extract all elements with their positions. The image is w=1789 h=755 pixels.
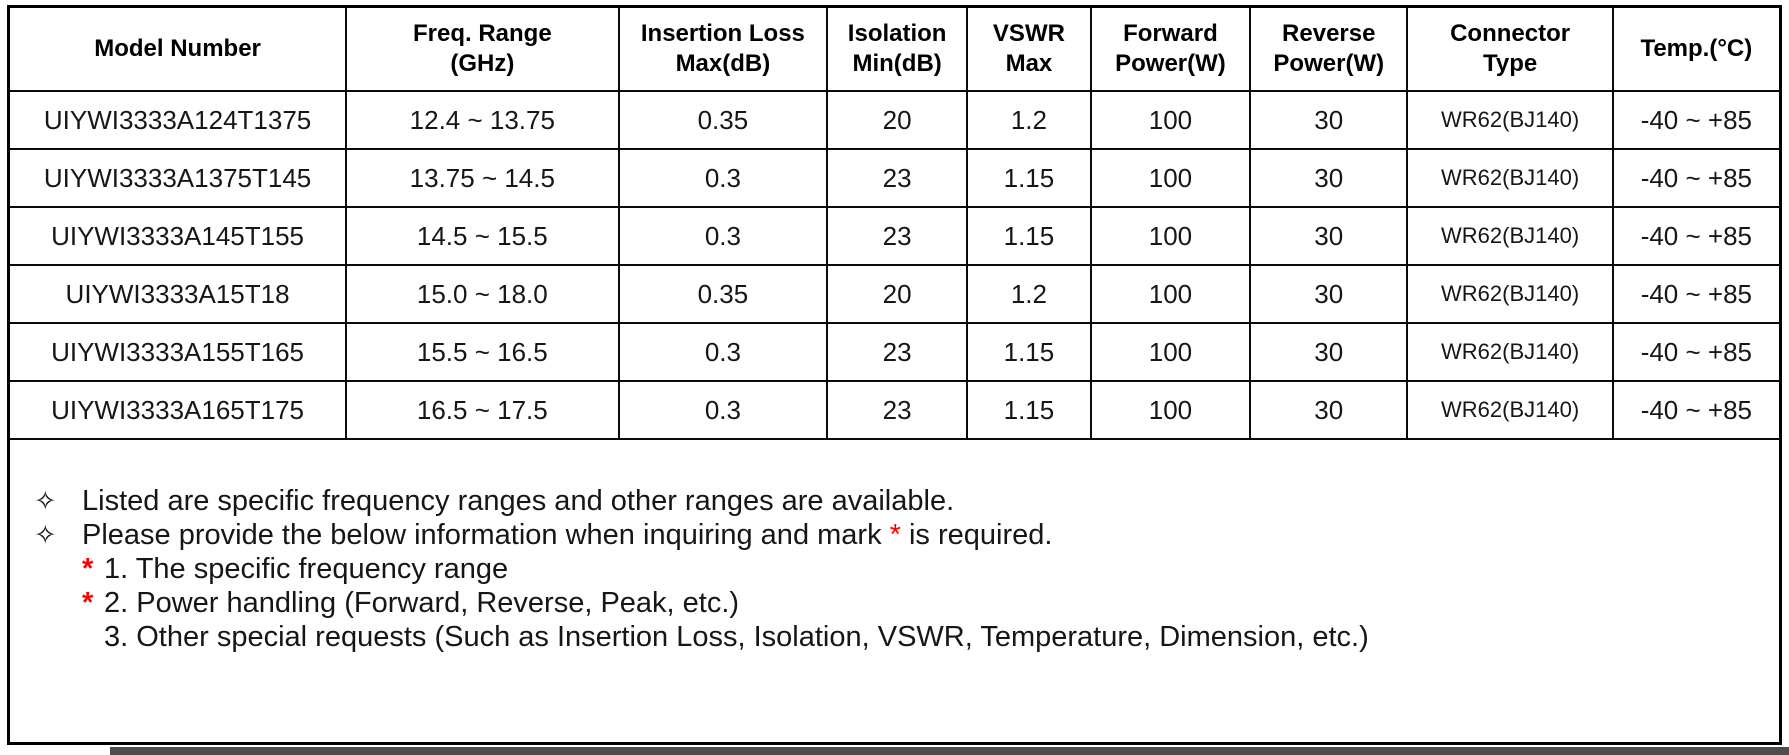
required-asterisk: * — [82, 587, 94, 619]
col-header-isolation: Isolation Min(dB) — [826, 8, 969, 92]
cell-connector-type: WR62(BJ140) — [1406, 264, 1614, 324]
cell-reverse-power: 30 — [1249, 322, 1409, 382]
cell-model-number: UIYWI3333A155T165 — [10, 322, 348, 382]
col-header-insertion-loss: Insertion Loss Max(dB) — [617, 8, 829, 92]
cell-reverse-power: 30 — [1249, 206, 1409, 266]
cell-model-number: UIYWI3333A124T1375 — [10, 90, 348, 150]
table-row: UIYWI3333A155T165 15.5 ~ 16.5 0.3 23 1.1… — [10, 322, 1779, 382]
note-text-suffix: is required. — [900, 519, 1053, 551]
col-header-reverse-power: Reverse Power(W) — [1249, 8, 1409, 92]
cell-forward-power: 100 — [1089, 264, 1252, 324]
note-sub-item-text: 2. Power handling (Forward, Reverse, Pea… — [104, 587, 740, 619]
cell-isolation: 23 — [826, 206, 969, 266]
cell-vswr: 1.15 — [966, 322, 1092, 382]
cell-insertion-loss: 0.3 — [617, 322, 829, 382]
cell-forward-power: 100 — [1089, 380, 1252, 440]
col-header-connector-type: Connector Type — [1406, 8, 1614, 92]
cell-vswr: 1.15 — [966, 148, 1092, 208]
cell-temp: -40 ~ +85 — [1611, 148, 1779, 208]
cell-vswr: 1.2 — [966, 90, 1092, 150]
cell-reverse-power: 30 — [1249, 264, 1409, 324]
cell-temp: -40 ~ +85 — [1611, 206, 1779, 266]
cell-freq-range: 16.5 ~ 17.5 — [345, 380, 620, 440]
col-header-freq-range: Freq. Range (GHz) — [345, 8, 620, 92]
cell-isolation: 20 — [826, 90, 969, 150]
cell-vswr: 1.15 — [966, 380, 1092, 440]
note-sub-item: * 1. The specific frequency range — [30, 552, 1769, 586]
cell-forward-power: 100 — [1089, 322, 1252, 382]
spec-sheet: Model Number Freq. Range (GHz) Insertion… — [7, 5, 1782, 745]
cell-isolation: 23 — [826, 380, 969, 440]
col-header-model-number: Model Number — [10, 8, 348, 92]
table-row: UIYWI3333A165T175 16.5 ~ 17.5 0.3 23 1.1… — [10, 380, 1779, 440]
cell-isolation: 23 — [826, 322, 969, 382]
note-sub-item-text: 1. The specific frequency range — [104, 553, 509, 585]
cell-freq-range: 13.75 ~ 14.5 — [345, 148, 620, 208]
table-row: UIYWI3333A1375T145 13.75 ~ 14.5 0.3 23 1… — [10, 148, 1779, 208]
table-row: UIYWI3333A124T1375 12.4 ~ 13.75 0.35 20 … — [10, 90, 1779, 150]
note-sub-item-text: 3. Other special requests (Such as Inser… — [104, 621, 1369, 653]
cell-connector-type: WR62(BJ140) — [1406, 148, 1614, 208]
cell-model-number: UIYWI3333A145T155 — [10, 206, 348, 266]
cell-freq-range: 12.4 ~ 13.75 — [345, 90, 620, 150]
note-text-prefix: Please provide the below information whe… — [82, 519, 890, 551]
cell-insertion-loss: 0.3 — [617, 148, 829, 208]
cell-insertion-loss: 0.3 — [617, 206, 829, 266]
cell-freq-range: 14.5 ~ 15.5 — [345, 206, 620, 266]
cell-temp: -40 ~ +85 — [1611, 380, 1779, 440]
cell-freq-range: 15.0 ~ 18.0 — [345, 264, 620, 324]
cell-isolation: 20 — [826, 264, 969, 324]
cell-connector-type: WR62(BJ140) — [1406, 90, 1614, 150]
header-row: Model Number Freq. Range (GHz) Insertion… — [10, 8, 1779, 92]
note-text: Please provide the below information whe… — [82, 518, 1052, 552]
required-asterisk: * — [889, 519, 901, 551]
col-header-forward-power: Forward Power(W) — [1089, 8, 1252, 92]
cell-temp: -40 ~ +85 — [1611, 322, 1779, 382]
cell-forward-power: 100 — [1089, 206, 1252, 266]
cell-insertion-loss: 0.35 — [617, 264, 829, 324]
note-sub-item: * 2. Power handling (Forward, Reverse, P… — [30, 586, 1769, 620]
cell-vswr: 1.2 — [966, 264, 1092, 324]
note-text: Listed are specific frequency ranges and… — [82, 485, 955, 517]
note-line: ✧ Listed are specific frequency ranges a… — [30, 484, 1769, 518]
required-asterisk: * — [82, 553, 94, 585]
cell-reverse-power: 30 — [1249, 90, 1409, 150]
cell-temp: -40 ~ +85 — [1611, 264, 1779, 324]
cell-insertion-loss: 0.35 — [617, 90, 829, 150]
cell-temp: -40 ~ +85 — [1611, 90, 1779, 150]
cell-insertion-loss: 0.3 — [617, 380, 829, 440]
notes-section: ✧ Listed are specific frequency ranges a… — [10, 440, 1779, 654]
cell-vswr: 1.15 — [966, 206, 1092, 266]
note-sub-item: 3. Other special requests (Such as Inser… — [30, 620, 1769, 654]
table-row: UIYWI3333A15T18 15.0 ~ 18.0 0.35 20 1.2 … — [10, 264, 1779, 324]
cell-connector-type: WR62(BJ140) — [1406, 380, 1614, 440]
cell-forward-power: 100 — [1089, 90, 1252, 150]
cell-reverse-power: 30 — [1249, 148, 1409, 208]
cell-reverse-power: 30 — [1249, 380, 1409, 440]
col-header-vswr: VSWR Max — [966, 8, 1092, 92]
cell-freq-range: 15.5 ~ 16.5 — [345, 322, 620, 382]
cell-connector-type: WR62(BJ140) — [1406, 322, 1614, 382]
cell-forward-power: 100 — [1089, 148, 1252, 208]
col-header-temp: Temp.(°C) — [1611, 8, 1779, 92]
spec-table: Model Number Freq. Range (GHz) Insertion… — [10, 8, 1779, 440]
diamond-bullet-icon: ✧ — [34, 520, 57, 550]
page-bottom-edge-strip — [110, 747, 1789, 755]
diamond-bullet-icon: ✧ — [34, 486, 57, 516]
cell-model-number: UIYWI3333A165T175 — [10, 380, 348, 440]
note-line: ✧ Please provide the below information w… — [30, 518, 1769, 552]
cell-model-number: UIYWI3333A15T18 — [10, 264, 348, 324]
cell-connector-type: WR62(BJ140) — [1406, 206, 1614, 266]
table-row: UIYWI3333A145T155 14.5 ~ 15.5 0.3 23 1.1… — [10, 206, 1779, 266]
cell-model-number: UIYWI3333A1375T145 — [10, 148, 348, 208]
cell-isolation: 23 — [826, 148, 969, 208]
